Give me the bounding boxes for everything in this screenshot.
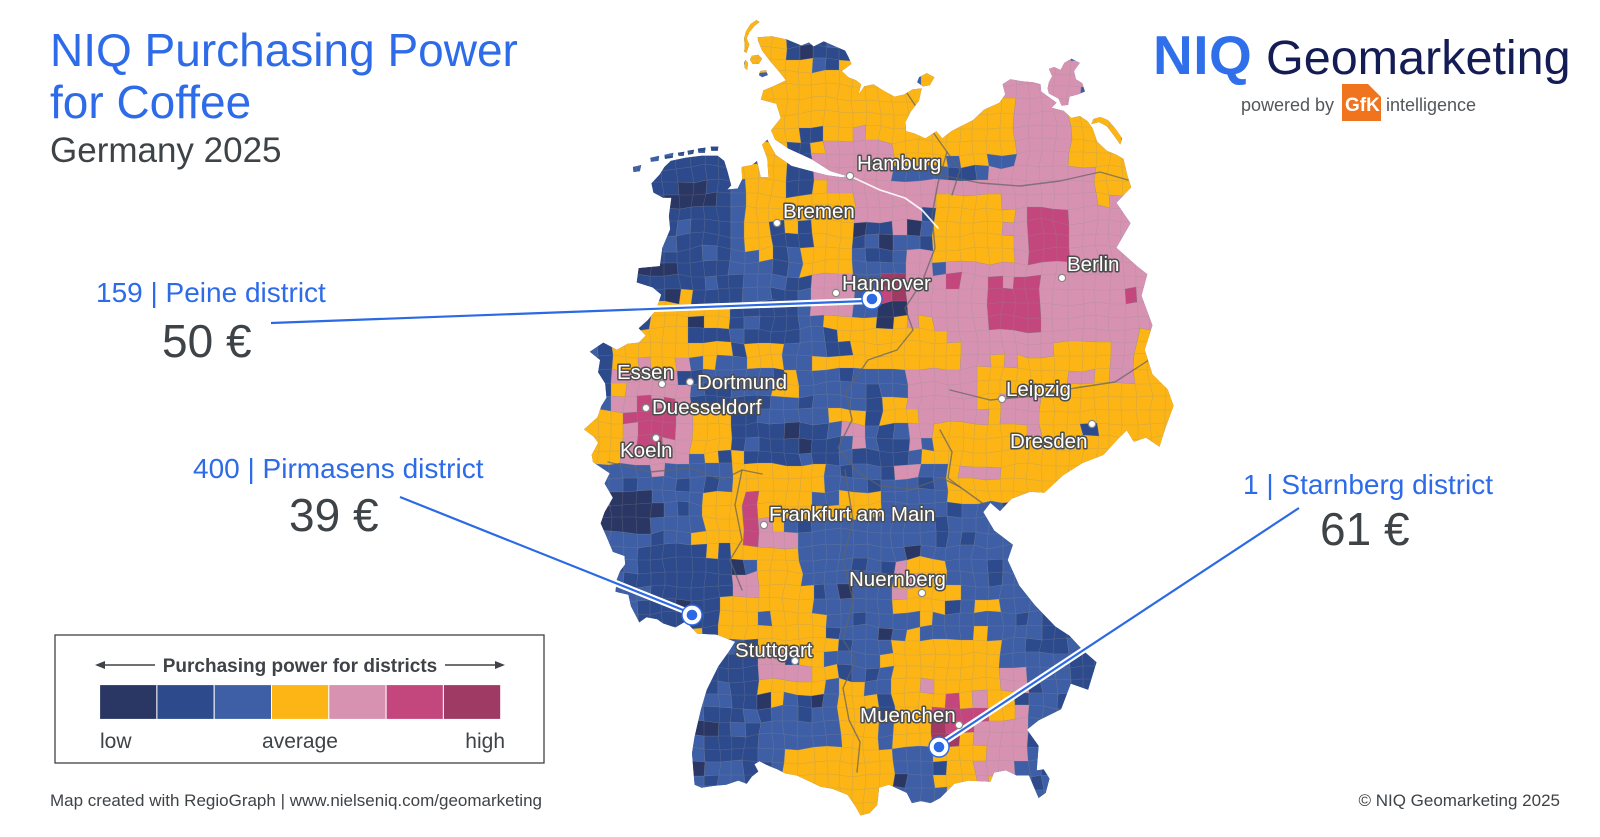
svg-text:61 €: 61 € (1320, 503, 1410, 555)
svg-text:Dortmund: Dortmund (697, 371, 787, 394)
svg-text:average: average (262, 730, 338, 753)
svg-text:Leipzig: Leipzig (1006, 378, 1071, 401)
svg-text:NIQ: NIQ (1153, 24, 1252, 86)
svg-text:Bremen: Bremen (783, 200, 855, 223)
svg-text:1 | Starnberg district: 1 | Starnberg district (1243, 469, 1493, 500)
svg-text:Hamburg: Hamburg (857, 152, 941, 175)
svg-text:Berlin: Berlin (1067, 253, 1119, 276)
svg-text:Koeln: Koeln (620, 439, 672, 462)
svg-text:NIQ Purchasing Power: NIQ Purchasing Power (50, 24, 518, 76)
svg-text:Map created with RegioGraph |: Map created with RegioGraph | www.nielse… (50, 791, 542, 810)
svg-text:Dresden: Dresden (1010, 430, 1088, 453)
svg-text:© NIQ Geomarketing 2025: © NIQ Geomarketing 2025 (1358, 791, 1560, 810)
svg-text:Frankfurt am Main: Frankfurt am Main (769, 503, 935, 526)
svg-text:GfK: GfK (1345, 95, 1380, 116)
svg-text:Muenchen: Muenchen (860, 704, 956, 727)
svg-text:159 | Peine district: 159 | Peine district (96, 277, 326, 308)
svg-text:400 | Pirmasens district: 400 | Pirmasens district (193, 453, 484, 484)
svg-text:50 €: 50 € (162, 315, 252, 367)
svg-text:39 €: 39 € (289, 489, 379, 541)
svg-text:Duesseldorf: Duesseldorf (652, 396, 762, 419)
svg-text:Stuttgart: Stuttgart (735, 639, 813, 662)
svg-text:low: low (100, 730, 132, 753)
svg-text:Purchasing power for districts: Purchasing power for districts (163, 656, 438, 677)
svg-text:Hannover: Hannover (842, 272, 931, 295)
svg-text:high: high (465, 730, 505, 753)
svg-text:Essen: Essen (617, 361, 674, 384)
svg-text:powered by: powered by (1241, 95, 1334, 115)
svg-text:Nuernberg: Nuernberg (849, 568, 946, 591)
svg-text:for Coffee: for Coffee (50, 76, 251, 128)
svg-text:intelligence: intelligence (1386, 95, 1476, 115)
svg-text:Geomarketing: Geomarketing (1266, 31, 1571, 85)
svg-text:Germany 2025: Germany 2025 (50, 131, 282, 170)
